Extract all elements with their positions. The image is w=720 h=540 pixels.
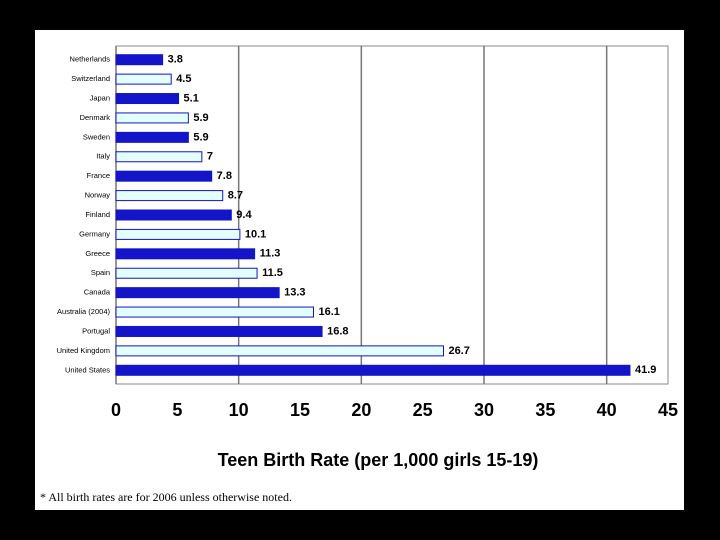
bar <box>115 345 445 357</box>
value-label: 11.5 <box>262 267 283 279</box>
y-tick-label: Greece <box>85 249 110 258</box>
bar <box>115 93 180 105</box>
bar <box>115 325 323 337</box>
y-tick-label: United States <box>65 365 110 374</box>
value-label: 10.1 <box>245 228 266 240</box>
value-label: 5.1 <box>184 92 199 104</box>
footnote: * All birth rates are for 2006 unless ot… <box>40 490 292 504</box>
bar <box>115 190 224 202</box>
bar <box>115 54 164 66</box>
bar <box>115 306 314 318</box>
bar <box>115 151 203 163</box>
value-label: 8.7 <box>228 189 243 201</box>
x-tick-label: 30 <box>474 400 494 420</box>
x-tick-label: 40 <box>597 400 617 420</box>
value-label: 16.8 <box>327 325 348 337</box>
bar <box>115 228 241 240</box>
y-tick-label: Denmark <box>80 113 111 122</box>
bar <box>115 73 172 85</box>
x-tick-label: 10 <box>229 400 249 420</box>
x-tick-label: 15 <box>290 400 310 420</box>
bar <box>115 248 256 260</box>
bar <box>115 170 213 182</box>
y-tick-label: Netherlands <box>70 55 111 64</box>
y-tick-label: Sweden <box>83 132 110 141</box>
y-tick-label: United Kingdom <box>57 346 110 355</box>
x-tick-label: 5 <box>172 400 182 420</box>
bar <box>115 364 631 376</box>
bar <box>115 287 280 299</box>
y-tick-label: Switzerland <box>71 74 110 83</box>
value-label: 7 <box>207 151 213 163</box>
x-tick-label: 20 <box>351 400 371 420</box>
value-label: 26.7 <box>449 345 470 357</box>
value-label: 7.8 <box>217 170 232 182</box>
y-tick-label: Finland <box>85 210 110 219</box>
value-label: 11.3 <box>260 248 281 260</box>
value-label: 5.9 <box>193 131 208 143</box>
value-label: 4.5 <box>176 73 191 85</box>
value-label: 5.9 <box>193 112 208 124</box>
y-tick-label: Norway <box>85 191 111 200</box>
value-label: 9.4 <box>236 209 252 221</box>
x-tick-label: 0 <box>111 400 121 420</box>
bar <box>115 267 258 279</box>
x-tick-label: 35 <box>535 400 555 420</box>
y-tick-label: Canada <box>84 288 111 297</box>
bar <box>115 209 232 221</box>
value-label: 3.8 <box>168 54 183 66</box>
y-tick-label: Australia (2004) <box>57 307 110 316</box>
x-tick-label: 25 <box>413 400 433 420</box>
bar <box>115 131 189 143</box>
value-label: 16.1 <box>318 306 339 318</box>
y-tick-label: France <box>87 171 110 180</box>
y-tick-label: Germany <box>79 229 110 238</box>
value-label: 41.9 <box>635 364 656 376</box>
bar <box>115 112 189 124</box>
y-tick-label: Portugal <box>82 326 110 335</box>
x-tick-label: 45 <box>658 400 678 420</box>
y-tick-label: Italy <box>96 152 110 161</box>
y-tick-label: Japan <box>90 94 110 103</box>
x-axis-label: Teen Birth Rate (per 1,000 girls 15-19) <box>218 450 539 470</box>
y-tick-label: Spain <box>91 268 110 277</box>
value-label: 13.3 <box>284 287 305 299</box>
